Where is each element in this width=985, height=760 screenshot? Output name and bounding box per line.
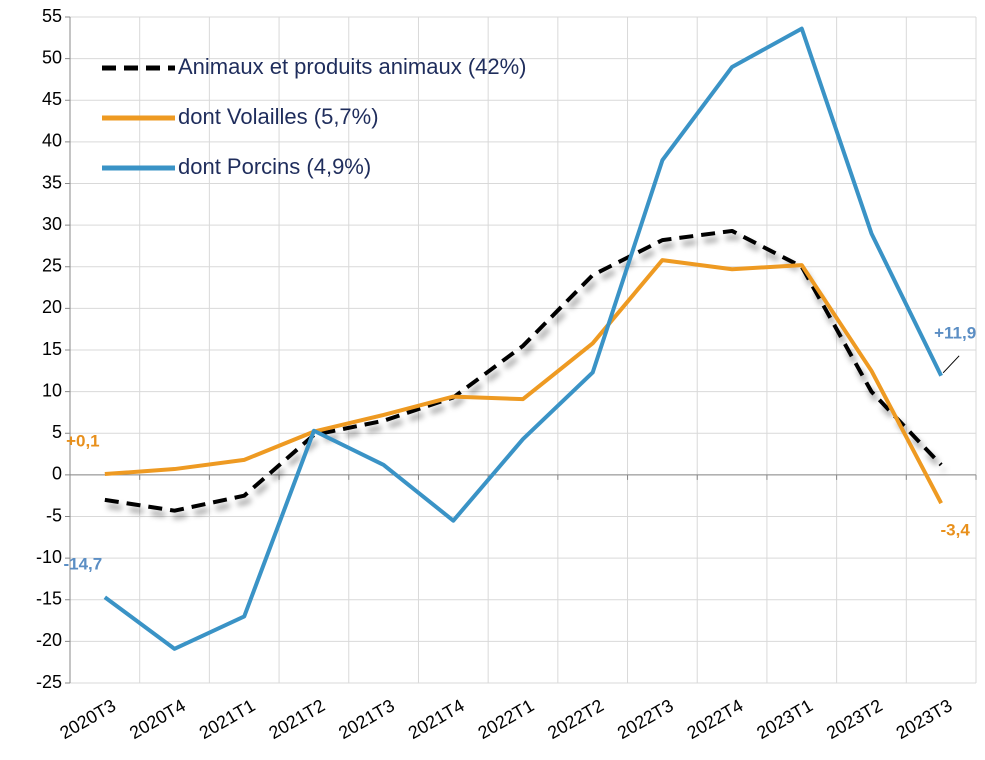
y-tick-label: 45 — [42, 89, 62, 109]
series-line — [103, 26, 943, 651]
legend: Animaux et produits animaux (42%) dont Vo… — [102, 54, 527, 179]
series-line — [104, 258, 943, 505]
y-tick-label: 20 — [42, 297, 62, 317]
y-tick-label: 25 — [42, 256, 62, 276]
series-line — [104, 228, 943, 513]
y-tick-label: -20 — [36, 630, 62, 650]
y-tick-label: 40 — [42, 131, 62, 151]
value-label: -3,4 — [941, 521, 971, 540]
legend-label: dont Volailles (5,7%) — [178, 104, 379, 129]
line-shadow — [107, 234, 946, 520]
x-tick-label: 2022T3 — [614, 695, 677, 743]
y-tick-label: -25 — [36, 672, 62, 692]
y-tick-label: -15 — [36, 589, 62, 609]
x-tick-label: 2021T4 — [405, 695, 468, 743]
x-tick-label: 2021T1 — [196, 695, 259, 743]
y-tick-label: 5 — [52, 422, 62, 442]
x-tick-label: 2022T2 — [544, 695, 607, 743]
y-tick-label: 30 — [42, 214, 62, 234]
x-tick-label: 2023T3 — [893, 695, 956, 743]
y-tick-label: -10 — [36, 547, 62, 567]
y-tick-label: -5 — [46, 505, 62, 525]
x-tick-label: 2021T3 — [335, 695, 398, 743]
x-tick-label: 2022T1 — [474, 695, 537, 743]
x-tick-label: 2020T4 — [126, 695, 189, 743]
y-tick-label: 10 — [42, 380, 62, 400]
x-tick-label: 2022T4 — [684, 695, 747, 743]
x-tick-label: 2021T2 — [265, 695, 328, 743]
y-tick-label: 15 — [42, 339, 62, 359]
legend-label: Animaux et produits animaux (42%) — [178, 54, 527, 79]
legend-label: dont Porcins (4,9%) — [178, 154, 371, 179]
value-label: +0,1 — [66, 432, 100, 451]
y-tick-label: 0 — [52, 464, 62, 484]
x-tick-label: 2023T1 — [753, 695, 816, 743]
value-label: -14,7 — [63, 555, 102, 574]
x-tick-label: 2020T3 — [56, 695, 119, 743]
y-tick-label: 55 — [42, 6, 62, 26]
leader-line — [942, 355, 960, 374]
y-tick-label: 50 — [42, 47, 62, 67]
x-tick-label: 2023T2 — [823, 695, 886, 743]
y-tick-label: 35 — [42, 172, 62, 192]
value-label: +11,9 — [934, 323, 976, 342]
